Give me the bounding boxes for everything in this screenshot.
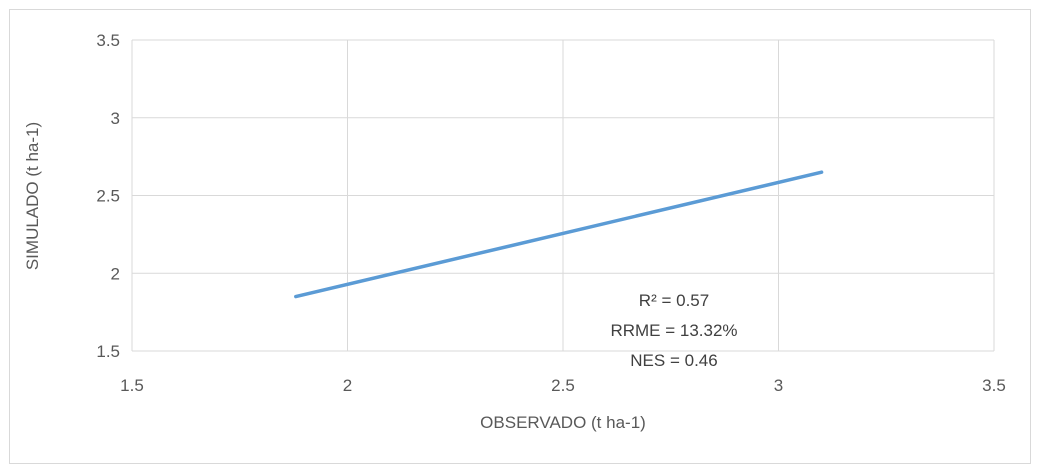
y-axis-title: SIMULADO (t ha-1) (23, 122, 42, 270)
y-tick-label: 3.5 (96, 31, 120, 50)
x-tick-label: 2.5 (551, 376, 575, 395)
y-tick-labels: 1.5 2 2.5 3 3.5 (96, 31, 120, 361)
x-axis-title: OBSERVADO (t ha-1) (480, 413, 646, 432)
x-tick-label: 2 (343, 376, 352, 395)
annotation-rrme: RRME = 13.32% (610, 321, 737, 340)
series-line (294, 170, 824, 299)
annotation-r2: R² = 0.57 (639, 291, 709, 310)
y-tick-label: 2.5 (96, 187, 120, 206)
series-layer (294, 170, 824, 299)
annotation-nes: NES = 0.46 (630, 351, 717, 370)
x-tick-label: 3.5 (982, 376, 1006, 395)
y-tick-label: 3 (111, 109, 120, 128)
grid (131, 39, 995, 352)
x-tick-labels: 1.5 2 2.5 3 3.5 (120, 376, 1006, 395)
x-tick-label: 3 (774, 376, 783, 395)
chart-frame (9, 9, 1031, 464)
y-tick-label: 2 (111, 264, 120, 283)
x-tick-label: 1.5 (120, 376, 144, 395)
y-tick-label: 1.5 (96, 342, 120, 361)
